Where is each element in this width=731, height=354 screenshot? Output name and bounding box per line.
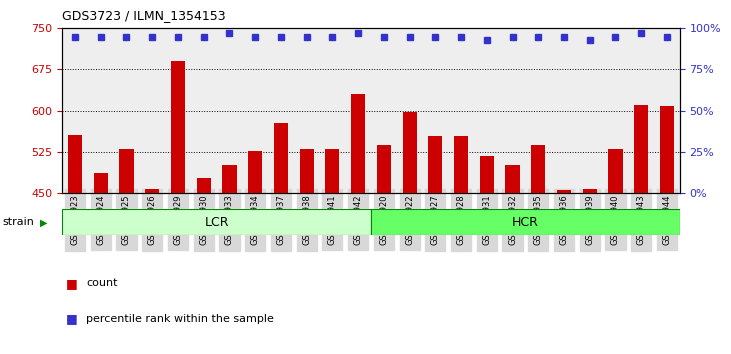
Bar	[403, 112, 417, 193]
Bar	[428, 136, 442, 193]
Bar	[557, 190, 571, 193]
Bar	[145, 189, 159, 193]
Bar	[635, 105, 648, 193]
Bar	[68, 135, 82, 193]
Bar	[171, 61, 185, 193]
Bar	[94, 173, 107, 193]
Text: strain: strain	[2, 217, 34, 227]
Text: ■: ■	[66, 277, 77, 290]
Bar	[454, 136, 468, 193]
Bar	[62, 209, 371, 235]
Text: percentile rank within the sample: percentile rank within the sample	[86, 314, 274, 324]
Bar	[531, 145, 545, 193]
Text: LCR: LCR	[204, 216, 229, 229]
Bar	[325, 149, 339, 193]
Text: count: count	[86, 278, 118, 288]
Text: ▶: ▶	[40, 217, 48, 227]
Text: GDS3723 / ILMN_1354153: GDS3723 / ILMN_1354153	[62, 9, 226, 22]
Bar	[197, 178, 211, 193]
Bar	[274, 123, 288, 193]
Text: HCR: HCR	[512, 216, 539, 229]
Bar	[371, 209, 680, 235]
Bar	[660, 106, 674, 193]
Bar	[608, 149, 623, 193]
Bar	[248, 151, 262, 193]
Text: ■: ■	[66, 312, 77, 325]
Bar	[505, 166, 520, 193]
Bar	[119, 149, 134, 193]
Bar	[300, 149, 314, 193]
Bar	[376, 145, 391, 193]
Bar	[351, 94, 366, 193]
Bar	[480, 156, 494, 193]
Bar	[583, 189, 596, 193]
Bar	[222, 166, 237, 193]
